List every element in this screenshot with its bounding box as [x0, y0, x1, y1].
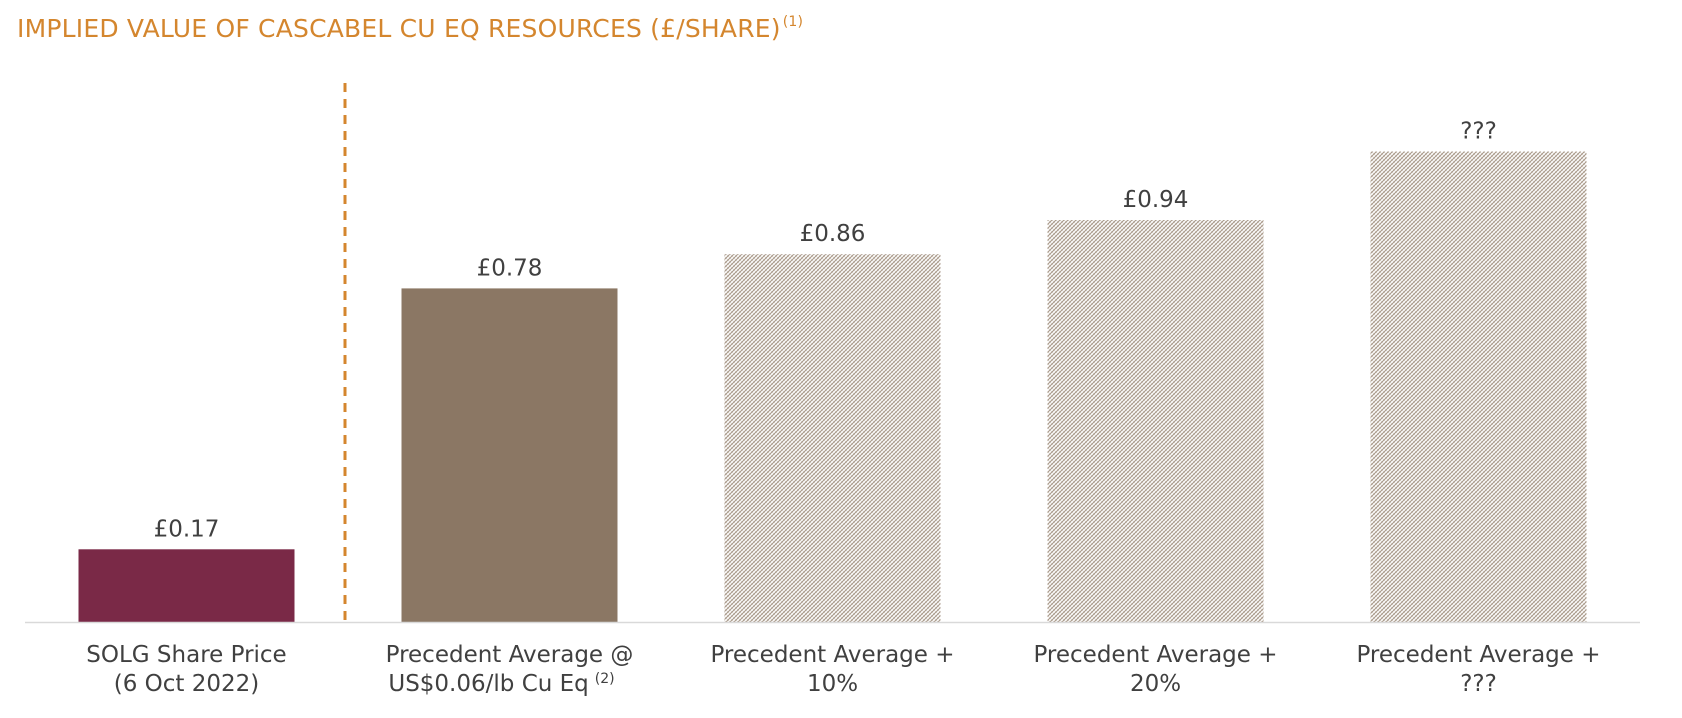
bar-1 — [78, 549, 295, 622]
category-label-4: Precedent Average +20% — [1033, 642, 1277, 697]
data-label-2: £0.78 — [477, 255, 543, 281]
chart-title-text: IMPLIED VALUE OF CASCABEL CU EQ RESOURCE… — [17, 14, 781, 43]
data-label-4: £0.94 — [1123, 187, 1189, 213]
bar-5 — [1370, 151, 1587, 622]
bar-2 — [401, 288, 618, 622]
data-label-1: £0.17 — [154, 516, 220, 542]
category-label-1: SOLG Share Price (6 Oct 2022) — [86, 642, 286, 697]
bar-4 — [1047, 220, 1264, 622]
category-label-3: Precedent Average +10% — [710, 642, 954, 697]
category-label-5: Precedent Average +??? — [1356, 642, 1600, 697]
chart-title-footnote: (1) — [782, 14, 804, 30]
data-label-3: £0.86 — [800, 221, 866, 247]
category-label-2: Precedent Average @ US$0.06/lb Cu Eq (2) — [386, 642, 634, 697]
data-label-5: ??? — [1460, 119, 1497, 145]
chart-title: IMPLIED VALUE OF CASCABEL CU EQ RESOURCE… — [17, 14, 803, 43]
bar-3 — [724, 254, 941, 622]
